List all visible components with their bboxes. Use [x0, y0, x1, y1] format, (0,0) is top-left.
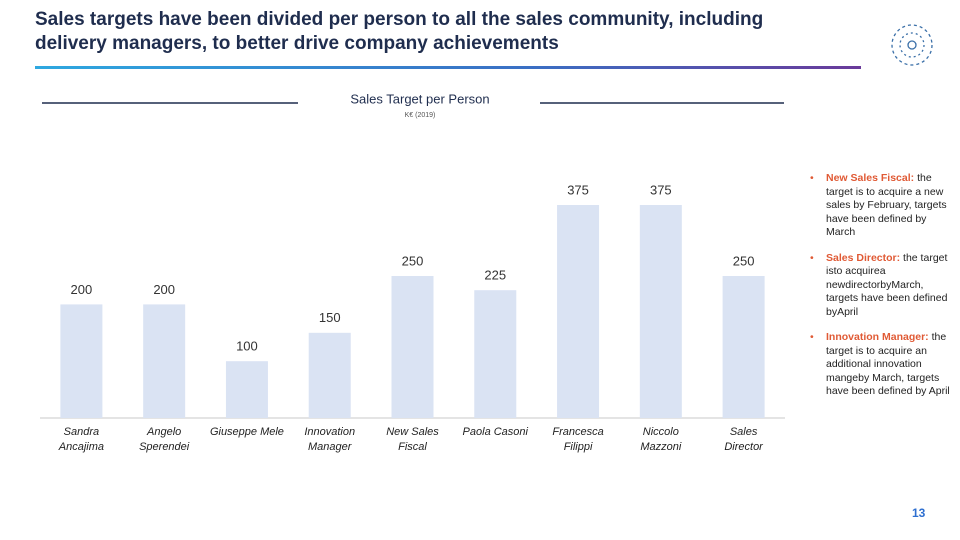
bar [225, 361, 268, 418]
bar [639, 205, 682, 418]
x-tick-label: Sales Director [724, 426, 764, 453]
note: New Sales Fiscal: the target is to acqui… [810, 172, 950, 240]
note-label: Sales Director: [826, 251, 901, 264]
x-tick-label: New Sales Fiscal [386, 426, 439, 453]
note-text: the target is to acquire a new sales by … [826, 172, 947, 238]
note: Sales Director: the target isto acquirea… [810, 252, 950, 320]
slide-title: Sales targets have been divided per pers… [35, 9, 764, 54]
data-label: 100 [236, 339, 258, 354]
bar [308, 332, 351, 418]
x-tick-label: Innovation Manager [304, 426, 355, 453]
bar [60, 304, 103, 418]
logo [891, 24, 933, 66]
note-label: Innovation Manager: [826, 331, 929, 343]
bar [722, 276, 765, 418]
note: Innovation Manager: the target is to acq… [810, 331, 950, 399]
data-label: 150 [319, 310, 341, 325]
x-tick-label: Francesca Filippi [552, 426, 603, 453]
note-label: New Sales Fiscal: [826, 172, 915, 184]
note-text: the target is to acquire an additional i… [826, 331, 950, 397]
x-tick-label: Sandra Ancajima [58, 426, 104, 453]
x-tick-label: Angelo Sperendei [139, 426, 190, 453]
data-label: 250 [402, 253, 424, 268]
x-tick-label: Giuseppe Mele [210, 426, 284, 438]
bar [474, 290, 517, 418]
data-label: 200 [153, 282, 175, 297]
bar [557, 205, 600, 418]
bar [391, 276, 434, 418]
notes: New Sales Fiscal: the target is to acqui… [810, 172, 950, 411]
data-label: 200 [71, 282, 93, 297]
data-label: 375 [650, 182, 672, 197]
page-number: 13 [912, 506, 926, 520]
chart-title: Sales Target per Person [350, 91, 489, 106]
chart-subtitle: K€ (2019) [405, 112, 436, 119]
title-underline [35, 66, 861, 69]
note-text: the target isto acquirea newdirectorbyMa… [826, 251, 948, 318]
x-tick-label: Paola Casoni [463, 426, 529, 438]
bar [143, 304, 186, 418]
data-label: 250 [733, 253, 755, 268]
x-tick-label: Niccolo Mazzoni [640, 426, 682, 453]
data-label: 375 [567, 182, 589, 197]
data-label: 225 [484, 268, 506, 283]
